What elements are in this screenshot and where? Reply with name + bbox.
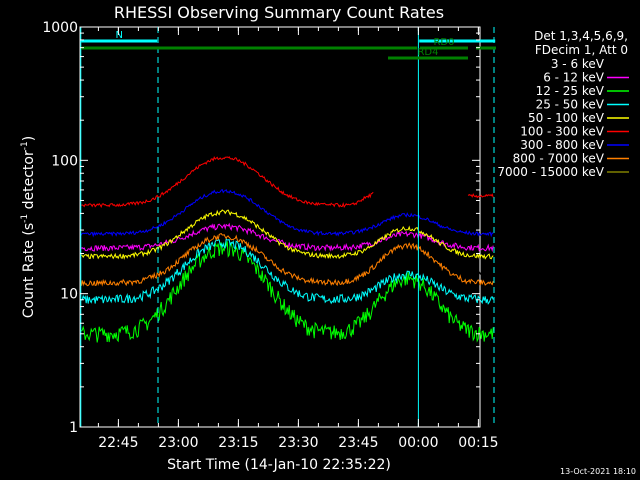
x-ticks: 22:45 23:00 23:15 23:30 23:45 00:00 00:15 [97, 27, 499, 451]
observing-bar-label-0: N [115, 30, 122, 41]
y-axis-label-part2: detector [21, 150, 37, 214]
x-axis-label: Start Time (14-Jan-10 22:35:22) [167, 457, 391, 473]
y-axis-label-sup2: -1 [20, 141, 30, 150]
x-tick-label-2: 23:15 [218, 435, 258, 451]
x-tick-label-5: 00:00 [398, 435, 438, 451]
legend-label-1: 6 - 12 keV [543, 71, 605, 85]
series-line-7 [80, 233, 494, 287]
series-line-4 [80, 209, 494, 260]
y-tick-label-1: 10 [60, 287, 78, 303]
plot-frame [79, 26, 481, 428]
legend-label-3: 25 - 50 keV [536, 98, 605, 112]
series-line-2 [80, 241, 494, 343]
observing-bar-label-3: RD0 [433, 37, 454, 48]
x-tick-label-4: 23:45 [338, 435, 378, 451]
legend-label-2: 12 - 25 keV [536, 84, 605, 98]
y-tick-label-2: 100 [51, 153, 78, 169]
legend-label-6: 300 - 800 keV [520, 138, 604, 152]
y-axis-label-part3: ) [21, 136, 37, 141]
observing-bar-label-5: RD4 [417, 47, 438, 58]
series-line-5 [81, 156, 494, 209]
series-line-0 [80, 235, 494, 280]
y-axis-label: Count Rate (s-1 detector-1) [20, 136, 37, 318]
x-tick-label-6: 00:15 [458, 435, 498, 451]
legend: Det 1,3,4,5,6,9, FDecim 1, Att 0 3 - 6 k… [497, 29, 629, 179]
legend-label-7: 800 - 7000 keV [513, 152, 605, 166]
series-line-3 [81, 237, 494, 305]
y-axis-label-sup1: -1 [20, 214, 30, 223]
y-axis-label-part1: Count Rate (s [21, 223, 37, 318]
y-ticks: 1 10 100 1000 [42, 20, 480, 436]
x-tick-label-3: 23:30 [278, 435, 318, 451]
legend-label-5: 100 - 300 keV [520, 125, 604, 139]
vertical-lines [80, 27, 495, 427]
legend-label-8: 7000 - 15000 keV [497, 165, 604, 179]
series-layer [80, 156, 494, 343]
series-line-6 [80, 188, 494, 238]
x-tick-label-0: 22:45 [98, 435, 138, 451]
footer-date: 13-Oct-2021 18:10 [560, 467, 636, 476]
legend-header-line2: FDecim 1, Att 0 [535, 43, 628, 57]
x-tick-label-1: 23:00 [158, 435, 198, 451]
y-tick-label-0: 1 [69, 420, 78, 436]
chart-title: RHESSI Observing Summary Count Rates [114, 3, 444, 22]
legend-label-0: 3 - 6 keV [551, 57, 605, 71]
series-line-1 [80, 222, 494, 253]
legend-label-4: 50 - 100 keV [528, 111, 605, 125]
legend-header-line1: Det 1,3,4,5,6,9, [534, 29, 628, 43]
y-tick-label-3: 1000 [42, 20, 78, 36]
